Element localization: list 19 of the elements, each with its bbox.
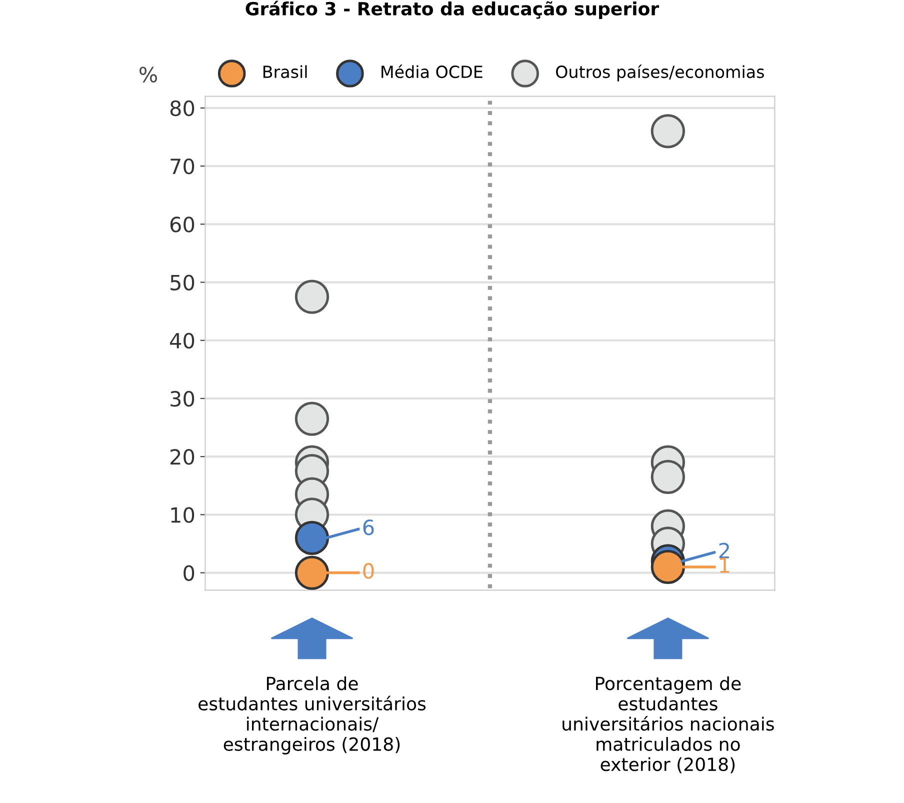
data-label: 1: [720, 558, 730, 573]
legend-label: Outros países/economias: [556, 64, 764, 82]
y-tick-label: 70: [170, 158, 194, 174]
y-tick-label: 20: [170, 449, 194, 465]
data-label: 6: [363, 519, 374, 536]
y-tick-label: 10: [171, 507, 194, 523]
legend-label: Média OCDE: [382, 64, 482, 78]
x-tick-label: Porcentagem de estudantes universitários nacionais matriculados no exterior (2018): [562, 676, 774, 774]
y-axis-title: %: [140, 66, 158, 82]
y-tick-label: 40: [170, 332, 194, 349]
chart-title: Gráfico 3 - Retrato da educação superior: [246, 0, 660, 19]
y-tick-label: 80: [170, 100, 194, 116]
legend-label: Brasil: [263, 65, 307, 78]
y-tick-label: 50: [170, 274, 194, 290]
y-tick-label: 60: [170, 216, 194, 232]
y-tick-label: 30: [170, 390, 194, 407]
data-label: 0: [363, 563, 374, 579]
x-tick-label: Parcela de estudantes universitários internacionais/ estrangeiros (2018): [198, 676, 426, 754]
y-tick-label: 0: [184, 565, 194, 581]
